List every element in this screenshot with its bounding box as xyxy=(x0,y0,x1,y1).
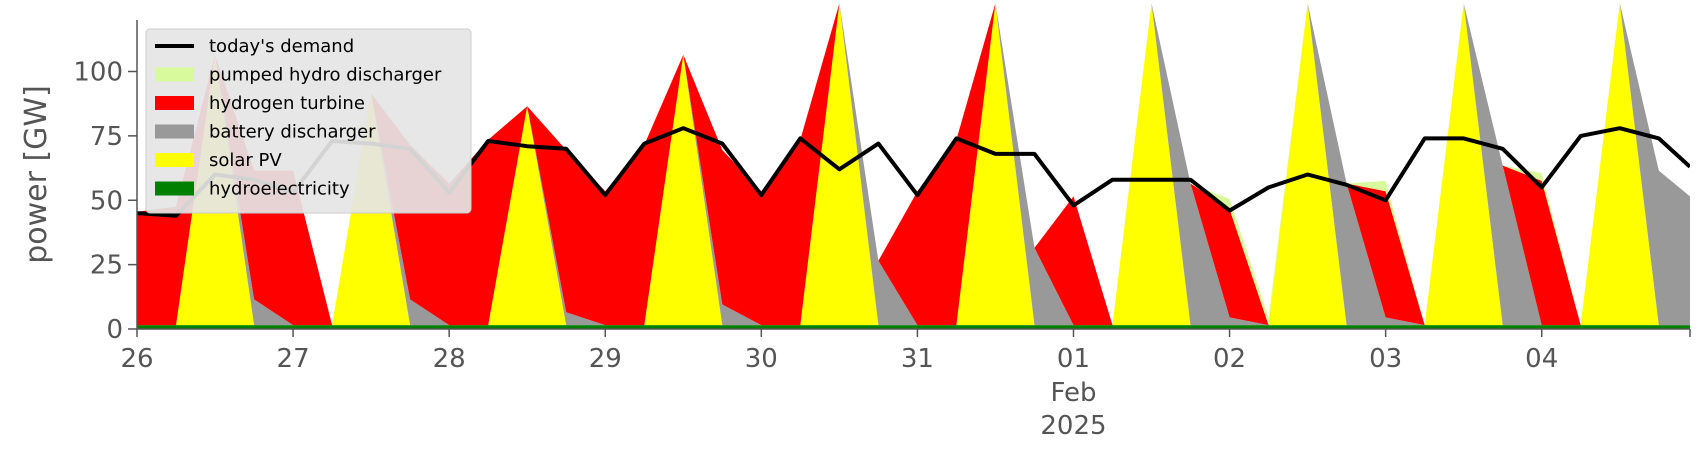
x-month-label: Feb xyxy=(1050,378,1096,408)
legend-swatch-solar-pv xyxy=(155,153,194,167)
x-tick-label: 26 xyxy=(120,344,153,374)
legend-label-hydrogen-turbine: hydrogen turbine xyxy=(209,93,365,114)
legend-swatch-pumped-hydro-discharger xyxy=(155,67,194,82)
x-tick-label: 01 xyxy=(1057,344,1090,374)
x-tick-label: 31 xyxy=(901,344,934,374)
legend-label-battery-discharger: battery discharger xyxy=(209,122,376,143)
x-tick-label: 02 xyxy=(1213,344,1246,374)
y-axis-title: power [GW] xyxy=(19,85,54,264)
area-hydrogen-turbine xyxy=(137,3,1690,326)
y-tick-label: 25 xyxy=(90,251,123,281)
x-year-label: 2025 xyxy=(1040,411,1106,441)
y-tick-label: 50 xyxy=(90,186,123,216)
legend-label-today-s-demand: today's demand xyxy=(209,36,354,57)
y-tick-label: 0 xyxy=(106,315,123,345)
legend-box xyxy=(145,28,472,214)
x-tick-label: 04 xyxy=(1525,344,1558,374)
x-tick-label: 30 xyxy=(745,344,778,374)
x-tick-label: 28 xyxy=(433,344,466,374)
legend-swatch-battery-discharger xyxy=(155,124,194,139)
legend-swatch-hydrogen-turbine xyxy=(155,96,194,110)
legend-label-solar-pv: solar PV xyxy=(209,150,282,171)
y-tick-label: 75 xyxy=(90,122,123,152)
x-tick-label: 29 xyxy=(589,344,622,374)
legend-label-pumped-hydro-discharger: pumped hydro discharger xyxy=(209,65,442,86)
legend-swatch-hydroelectricity xyxy=(155,181,194,196)
x-tick-label: 03 xyxy=(1369,344,1402,374)
x-tick-label: 27 xyxy=(277,344,310,374)
legend: today's demand pumped hydro discharger hyd… xyxy=(145,28,472,214)
area-solar-pv xyxy=(137,3,1690,326)
y-tick-label: 100 xyxy=(73,58,123,88)
area-hydroelectricity xyxy=(137,325,1690,329)
legend-label-hydroelectricity: hydroelectricity xyxy=(209,179,350,200)
stacked-areas xyxy=(137,3,1690,329)
